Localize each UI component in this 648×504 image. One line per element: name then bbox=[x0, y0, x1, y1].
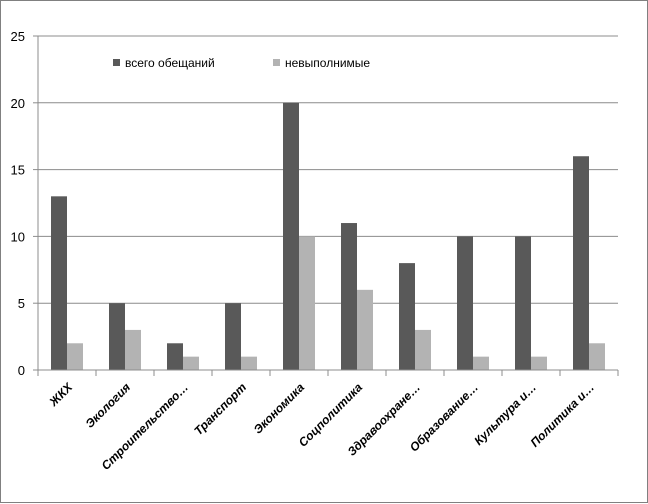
bar-unfulfillable-1 bbox=[125, 329, 141, 370]
y-tick-label: 0 bbox=[18, 363, 25, 378]
legend-label-series-1: невыполнимые bbox=[285, 56, 370, 70]
y-tick-label: 5 bbox=[18, 296, 25, 311]
bars bbox=[51, 102, 605, 371]
bar-total-4 bbox=[283, 102, 299, 371]
bar-unfulfillable-7 bbox=[473, 356, 489, 370]
bar-unfulfillable-0 bbox=[67, 343, 83, 370]
bar-total-2 bbox=[167, 343, 183, 370]
legend: всего обещаний невыполнимые bbox=[113, 56, 370, 70]
y-tick-labels: 0 5 10 15 20 25 bbox=[11, 29, 38, 378]
legend-label-series-0: всего обещаний bbox=[125, 56, 215, 70]
y-tick-label: 25 bbox=[11, 29, 25, 44]
bar-unfulfillable-8 bbox=[531, 356, 547, 370]
bar-total-5 bbox=[341, 223, 357, 370]
x-tick-label: Транспорт bbox=[191, 380, 249, 438]
x-tick-label: ЖКХ bbox=[46, 380, 76, 410]
bar-unfulfillable-9 bbox=[589, 343, 605, 370]
bar-unfulfillable-5 bbox=[357, 289, 373, 370]
bar-unfulfillable-6 bbox=[415, 329, 431, 370]
legend-swatch-series-1 bbox=[273, 59, 280, 66]
x-tick-label: Экономика bbox=[251, 380, 308, 437]
bar-unfulfillable-4 bbox=[299, 236, 315, 370]
bar-total-1 bbox=[109, 303, 125, 370]
bar-total-7 bbox=[457, 236, 473, 370]
bar-total-0 bbox=[51, 196, 67, 370]
bar-total-3 bbox=[225, 303, 241, 370]
bar-total-6 bbox=[399, 263, 415, 370]
bar-total-8 bbox=[515, 236, 531, 370]
y-tick-label: 20 bbox=[11, 96, 25, 111]
y-tick-label: 15 bbox=[11, 163, 25, 178]
x-tick-label: Экология bbox=[83, 380, 134, 431]
y-tick-label: 10 bbox=[11, 229, 25, 244]
bar-unfulfillable-3 bbox=[241, 356, 257, 370]
legend-swatch-series-0 bbox=[113, 59, 120, 66]
axes bbox=[37, 36, 619, 376]
bar-total-9 bbox=[573, 156, 589, 370]
bar-unfulfillable-2 bbox=[183, 356, 199, 370]
